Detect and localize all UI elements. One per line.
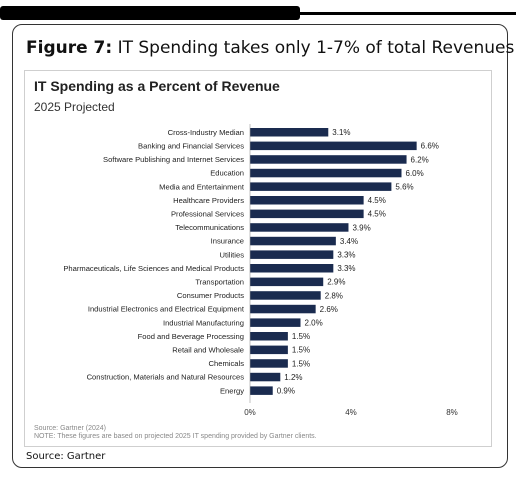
x-tick-label: 8% [446, 408, 458, 417]
top-decor-bar [0, 6, 300, 20]
bar [250, 291, 321, 300]
data-label: 2.8% [325, 291, 343, 300]
figure-source: Source: Gartner [26, 451, 106, 462]
bar [250, 264, 334, 273]
bar [250, 318, 301, 327]
data-label: 3.3% [337, 264, 355, 273]
bar [250, 182, 392, 191]
data-label: 2.6% [320, 305, 338, 314]
bar [250, 196, 364, 205]
chart-footnote: NOTE: These figures are based on project… [34, 433, 317, 440]
chart-subtitle: 2025 Projected [34, 100, 115, 114]
category-label: Transportation [195, 277, 244, 286]
category-label: Software Publishing and Internet Service… [103, 155, 244, 164]
figure-title: Figure 7: IT Spending takes only 1-7% of… [26, 38, 514, 58]
bar [250, 250, 334, 259]
data-label: 2.0% [305, 318, 323, 327]
figure-title-text: IT Spending takes only 1-7% of total Rev… [117, 38, 515, 58]
chart-source-note: Source: Gartner (2024) [34, 425, 106, 432]
top-decor-line [296, 12, 516, 15]
bar [250, 332, 288, 341]
data-label: 0.9% [277, 386, 295, 395]
category-label: Cross-Industry Median [168, 128, 244, 137]
data-label: 4.5% [368, 210, 386, 219]
data-label: 1.5% [292, 346, 310, 355]
data-label: 1.2% [284, 373, 302, 382]
data-label: 1.5% [292, 332, 310, 341]
bar [250, 277, 324, 287]
data-label: 6.0% [406, 169, 424, 178]
category-label: Professional Services [171, 209, 244, 218]
bar [250, 345, 288, 355]
chart-title: IT Spending as a Percent of Revenue [34, 78, 280, 94]
category-label: Food and Beverage Processing [138, 332, 244, 341]
bar [250, 223, 349, 232]
bar [250, 168, 402, 178]
data-label: 6.6% [421, 142, 439, 151]
data-label: 5.6% [395, 182, 413, 191]
bar [250, 141, 417, 151]
category-label: Industrial Electronics and Electrical Eq… [88, 305, 245, 314]
category-label: Media and Entertainment [159, 182, 245, 191]
data-label: 3.1% [332, 128, 350, 137]
category-label: Construction, Materials and Natural Reso… [87, 373, 245, 382]
data-label: 1.5% [292, 359, 310, 368]
category-label: Chemicals [209, 359, 245, 368]
data-label: 3.4% [340, 237, 358, 246]
bar [250, 304, 316, 314]
bar [250, 128, 329, 137]
x-tick-label: 0% [244, 408, 256, 417]
bar [250, 236, 336, 246]
data-label: 4.5% [368, 196, 386, 205]
bar [250, 155, 407, 164]
category-label: Healthcare Providers [173, 196, 244, 205]
category-label: Banking and Financial Services [138, 141, 244, 150]
category-label: Utilities [220, 250, 245, 259]
bar [250, 372, 281, 382]
category-label: Pharmaceuticals, Life Sciences and Medic… [63, 264, 244, 273]
data-label: 3.9% [352, 223, 370, 232]
category-label: Industrial Manufacturing [163, 318, 244, 327]
bar [250, 209, 364, 219]
category-label: Insurance [211, 237, 244, 246]
data-label: 2.9% [327, 278, 345, 287]
bar [250, 386, 273, 395]
category-label: Consumer Products [177, 291, 244, 300]
category-label: Telecommunications [175, 223, 244, 232]
category-label: Energy [220, 386, 244, 395]
category-label: Retail and Wholesale [172, 345, 244, 354]
x-tick-label: 4% [345, 408, 357, 417]
figure-label: Figure 7: [26, 38, 113, 58]
category-label: Education [210, 169, 244, 178]
data-label: 6.2% [411, 155, 429, 164]
data-label: 3.3% [337, 250, 355, 259]
bar [250, 359, 288, 368]
